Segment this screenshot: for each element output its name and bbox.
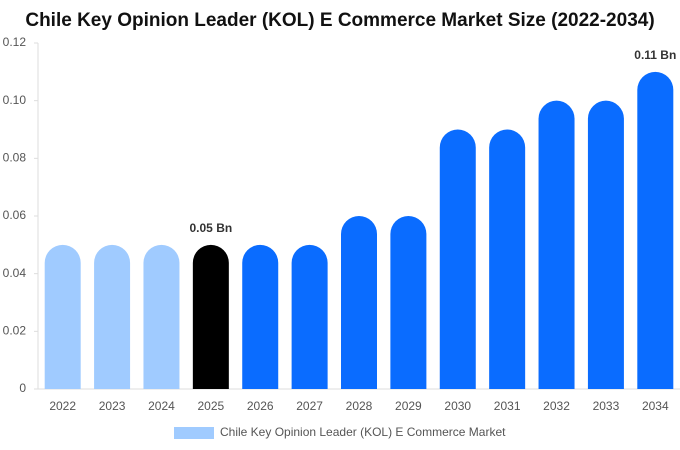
bar — [291, 244, 328, 389]
x-tick-label: 2023 — [99, 399, 126, 413]
x-tick-label: 2029 — [395, 399, 422, 413]
y-tick-label: 0 — [19, 381, 26, 395]
y-tick-label: 0.12 — [3, 35, 27, 49]
y-tick-label: 0.06 — [3, 208, 27, 222]
x-tick-label: 2030 — [444, 399, 471, 413]
value-label: 0.05 Bn — [190, 221, 233, 235]
bar — [637, 71, 674, 389]
x-tick-label: 2026 — [247, 399, 274, 413]
bar — [538, 100, 575, 389]
bar — [94, 244, 131, 389]
x-tick-label: 2027 — [296, 399, 323, 413]
x-tick-label: 2025 — [197, 399, 224, 413]
y-tick-label: 0.10 — [3, 93, 27, 107]
chart-title: Chile Key Opinion Leader (KOL) E Commerc… — [25, 10, 654, 31]
bar — [489, 129, 526, 389]
y-tick-label: 0.02 — [3, 324, 27, 338]
value-label: 0.11 Bn — [634, 48, 676, 62]
x-tick-label: 2032 — [543, 399, 570, 413]
bar — [44, 244, 81, 389]
x-tick-label: 2022 — [49, 399, 76, 413]
bar — [439, 129, 476, 389]
bar — [143, 244, 180, 389]
x-tick-label: 2028 — [346, 399, 373, 413]
x-tick-label: 2033 — [593, 399, 620, 413]
legend-swatch — [174, 427, 214, 439]
y-tick-label: 0.04 — [3, 266, 27, 280]
bar — [242, 244, 279, 389]
legend-label: Chile Key Opinion Leader (KOL) E Commerc… — [220, 425, 506, 439]
y-tick-label: 0.08 — [3, 151, 27, 165]
bar — [192, 244, 229, 389]
x-tick-label: 2031 — [494, 399, 521, 413]
x-tick-label: 2024 — [148, 399, 175, 413]
bar — [341, 216, 377, 389]
bar — [587, 100, 624, 389]
x-tick-label: 2034 — [642, 399, 669, 413]
bar — [390, 216, 427, 389]
